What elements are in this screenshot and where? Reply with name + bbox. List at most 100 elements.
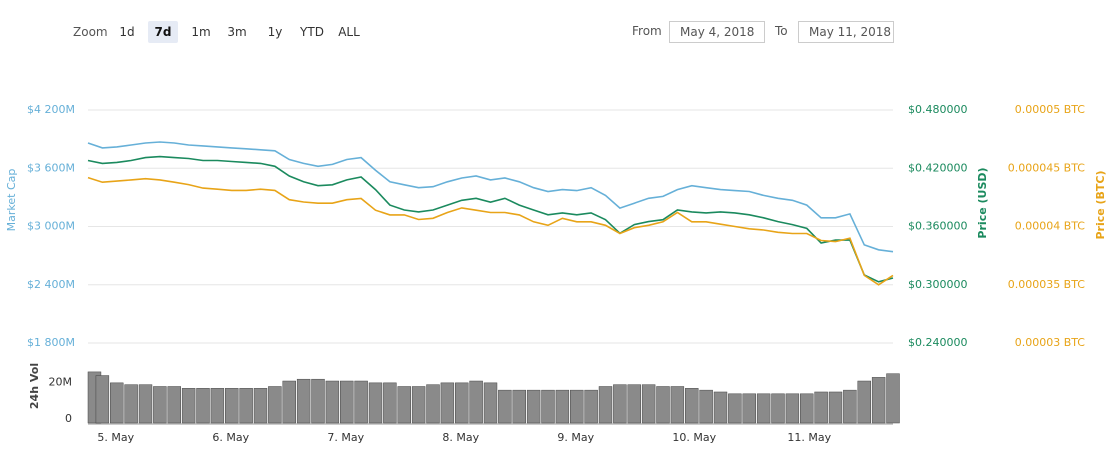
zoom-button[interactable]: 1m: [191, 25, 211, 39]
volume-bar: [584, 389, 598, 424]
volume-bar: [771, 393, 785, 424]
y-tick-label: $0.420000: [908, 161, 968, 174]
volume-bar: [354, 380, 368, 424]
volume-bar: [728, 393, 742, 424]
y-tick-label: $0.240000: [908, 336, 968, 349]
zoom-button[interactable]: 7d: [148, 21, 178, 43]
from-label: From: [632, 24, 662, 38]
y-tick-label: $0.480000: [908, 103, 968, 116]
volume-bar: [325, 380, 340, 424]
y-tick-label: 0.000035 BTC: [1008, 278, 1086, 291]
axis-title: Market Cap: [5, 169, 18, 232]
volume-bar: [541, 389, 555, 424]
volume-bar: [153, 386, 167, 424]
x-tick-label: 5. May: [97, 431, 134, 444]
volume-bar: [340, 380, 354, 424]
volume-bar: [670, 386, 685, 424]
y-tick-label: $3 600M: [27, 161, 75, 174]
volume-bar: [613, 384, 627, 424]
volume-bar: [699, 389, 713, 424]
y-tick-label: 20M: [49, 376, 73, 389]
volume-bar: [282, 380, 296, 424]
volume-bar: [828, 391, 843, 424]
volume-bar: [181, 388, 196, 424]
volume-bar: [239, 388, 253, 424]
volume-bar: [843, 389, 857, 424]
y-tick-label: 0.00003 BTC: [1015, 336, 1086, 349]
volume-bar: [742, 393, 756, 424]
volume-bar: [124, 384, 138, 424]
zoom-button[interactable]: 1y: [267, 25, 283, 39]
volume-bar: [426, 384, 440, 424]
y-tick-label: 0.00004 BTC: [1015, 220, 1086, 233]
volume-bar: [383, 382, 397, 424]
axis-title: Price (USD): [976, 167, 989, 238]
volume-bar: [641, 384, 656, 424]
volume-bar: [138, 384, 153, 424]
y-tick-label: $0.360000: [908, 220, 968, 233]
volume-bar: [685, 388, 699, 424]
y-tick-label: $2 400M: [27, 278, 75, 291]
x-tick-label: 6. May: [212, 431, 249, 444]
volume-bar: [627, 384, 641, 424]
y-tick-label: $4 200M: [27, 103, 75, 116]
zoom-button[interactable]: YTD: [300, 25, 324, 39]
volume-bar: [110, 382, 124, 424]
to-input[interactable]: May 11, 2018: [798, 21, 894, 43]
volume-bar: [498, 389, 512, 424]
x-tick-label: 10. May: [672, 431, 716, 444]
x-tick-label: 11. May: [787, 431, 831, 444]
volume-bar: [253, 388, 268, 424]
volume-bar: [857, 380, 871, 424]
zoom-button[interactable]: ALL: [338, 25, 360, 39]
volume-bar: [210, 388, 225, 424]
volume-bar: [196, 388, 210, 424]
volume-bar: [814, 391, 828, 424]
line: [87, 176, 894, 286]
volume-bar: [713, 391, 728, 424]
volume-bar: [871, 377, 886, 424]
volume-bar: [656, 386, 670, 424]
y-tick-label: $0.300000: [908, 278, 968, 291]
x-tick-label: 9. May: [557, 431, 594, 444]
volume-bar: [397, 386, 411, 424]
from-input[interactable]: May 4, 2018: [669, 21, 765, 43]
volume-bar: [526, 389, 541, 424]
volume-bar: [296, 378, 311, 424]
to-label: To: [775, 24, 788, 38]
volume-bar: [368, 382, 383, 424]
volume-bar: [756, 393, 771, 424]
zoom-label: Zoom: [73, 25, 108, 39]
volume-bar: [225, 388, 239, 424]
volume-bar: [800, 393, 814, 424]
volume-bar: [411, 386, 426, 424]
y-tick-label: $3 000M: [27, 220, 75, 233]
volume-bar: [455, 382, 469, 424]
axis-title: 24h Vol: [28, 363, 41, 409]
volume-bar: [555, 389, 570, 424]
volume-bar: [570, 389, 584, 424]
y-tick-label: 0.00005 BTC: [1015, 103, 1086, 116]
volume-bar: [886, 373, 900, 424]
volume-bar: [311, 378, 325, 424]
y-tick-label: $1 800M: [27, 336, 75, 349]
volume-bar: [440, 382, 455, 424]
volume-bar: [268, 386, 282, 424]
x-tick-label: 8. May: [442, 431, 479, 444]
line: [87, 155, 894, 283]
volume-bar: [512, 389, 526, 424]
volume-bar: [598, 386, 613, 424]
x-tick-label: 7. May: [327, 431, 364, 444]
line: [87, 141, 894, 253]
zoom-button[interactable]: 1d: [119, 25, 135, 39]
zoom-button[interactable]: 3m: [227, 25, 247, 39]
volume-bar: [167, 386, 181, 424]
volume-bar: [785, 393, 800, 424]
volume-bar: [483, 382, 498, 424]
volume-bar: [469, 380, 483, 424]
volume-bar: [95, 375, 110, 424]
y-tick-label: 0: [65, 412, 72, 425]
axis-title: Price (BTC): [1094, 170, 1107, 239]
